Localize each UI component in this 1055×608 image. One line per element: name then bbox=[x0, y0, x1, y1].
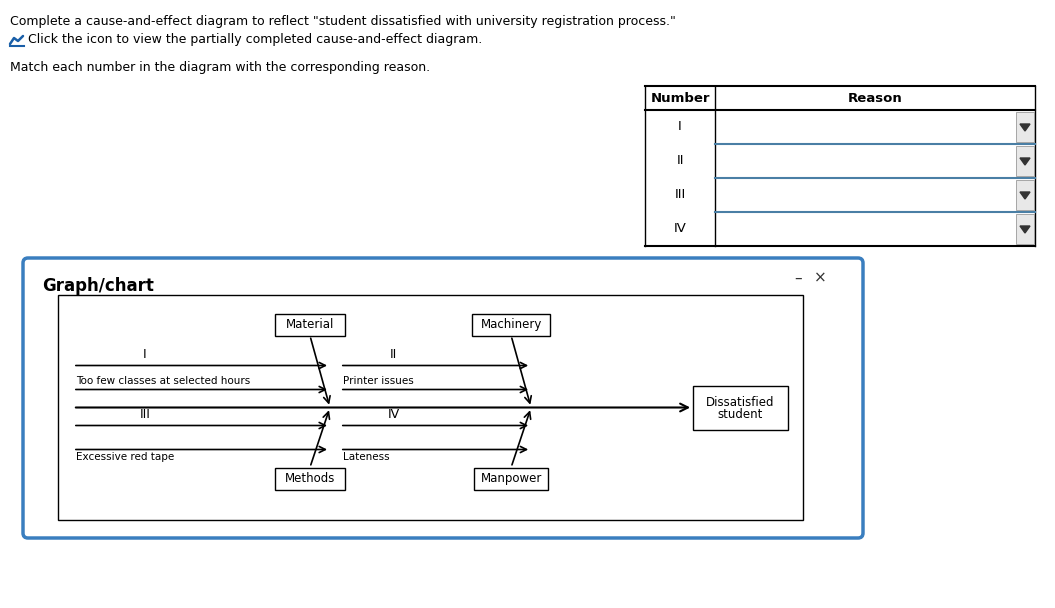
Text: Reason: Reason bbox=[847, 91, 902, 105]
FancyBboxPatch shape bbox=[472, 314, 550, 336]
FancyBboxPatch shape bbox=[1016, 146, 1034, 176]
Text: Lateness: Lateness bbox=[343, 452, 389, 461]
Text: Excessive red tape: Excessive red tape bbox=[76, 452, 174, 461]
Text: Methods: Methods bbox=[285, 472, 335, 485]
Text: Machinery: Machinery bbox=[480, 318, 542, 331]
FancyBboxPatch shape bbox=[58, 295, 803, 520]
Polygon shape bbox=[1020, 124, 1030, 131]
Text: Complete a cause-and-effect diagram to reflect "student dissatisfied with univer: Complete a cause-and-effect diagram to r… bbox=[9, 15, 676, 28]
FancyBboxPatch shape bbox=[1016, 180, 1034, 210]
Text: Graph/chart: Graph/chart bbox=[42, 277, 154, 295]
Text: Dissatisfied: Dissatisfied bbox=[706, 396, 774, 409]
Text: Printer issues: Printer issues bbox=[343, 376, 414, 385]
Text: Number: Number bbox=[650, 91, 710, 105]
FancyBboxPatch shape bbox=[693, 385, 788, 429]
Text: Material: Material bbox=[286, 318, 334, 331]
Text: I: I bbox=[143, 348, 147, 361]
Text: IV: IV bbox=[387, 407, 400, 421]
Text: II: II bbox=[676, 154, 684, 167]
Text: Click the icon to view the partially completed cause-and-effect diagram.: Click the icon to view the partially com… bbox=[28, 33, 482, 46]
FancyBboxPatch shape bbox=[474, 468, 549, 489]
Text: IV: IV bbox=[673, 223, 687, 235]
Text: Manpower: Manpower bbox=[480, 472, 542, 485]
Text: II: II bbox=[389, 348, 397, 361]
Polygon shape bbox=[1020, 192, 1030, 199]
FancyBboxPatch shape bbox=[1016, 214, 1034, 244]
Polygon shape bbox=[1020, 226, 1030, 233]
Text: III: III bbox=[139, 407, 151, 421]
Polygon shape bbox=[1020, 158, 1030, 165]
Text: Match each number in the diagram with the corresponding reason.: Match each number in the diagram with th… bbox=[9, 61, 430, 74]
Text: –: – bbox=[794, 271, 802, 286]
Text: ×: × bbox=[813, 271, 826, 286]
FancyBboxPatch shape bbox=[23, 258, 863, 538]
FancyBboxPatch shape bbox=[1016, 112, 1034, 142]
Text: Too few classes at selected hours: Too few classes at selected hours bbox=[76, 376, 250, 385]
FancyBboxPatch shape bbox=[275, 468, 345, 489]
Text: student: student bbox=[717, 407, 763, 421]
FancyBboxPatch shape bbox=[275, 314, 345, 336]
Text: III: III bbox=[674, 188, 686, 201]
Text: I: I bbox=[678, 120, 682, 134]
